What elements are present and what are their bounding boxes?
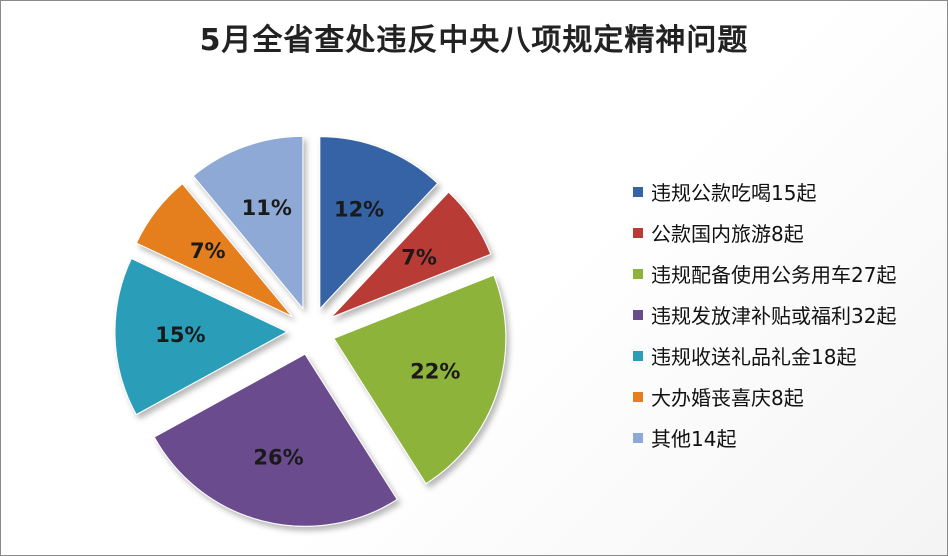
legend-swatch-0 xyxy=(633,186,643,197)
legend-item-0: 违规公款吃喝15起 xyxy=(633,171,896,212)
legend-swatch-5 xyxy=(633,391,643,402)
legend-label-6: 其他14起 xyxy=(651,427,737,451)
legend-item-4: 违规收送礼品礼金18起 xyxy=(633,335,896,376)
legend-item-2: 违规配备使用公务用车27起 xyxy=(633,253,896,294)
legend: 违规公款吃喝15起 公款国内旅游8起违规配备使用公务用车27起 违规发放津补贴或福利… xyxy=(633,171,896,458)
legend-label-3: 违规发放津补贴或福利32起 xyxy=(651,304,897,328)
legend-label-2: 违规配备使用公务用车27起 xyxy=(651,263,897,287)
legend-item-3: 违规发放津补贴或福利32起 xyxy=(633,294,896,335)
pie-slice-label-1: 7% xyxy=(401,246,437,270)
legend-label-4: 违规收送礼品礼金18起 xyxy=(651,345,857,369)
pie-slice-label-5: 7% xyxy=(190,239,226,263)
legend-swatch-6 xyxy=(633,432,643,443)
pie-slice-1 xyxy=(330,191,492,318)
pie-slice-0 xyxy=(319,136,439,310)
pie-slice-label-2: 22% xyxy=(410,359,460,383)
pie-slice-label-3: 26% xyxy=(253,446,303,470)
legend-item-6: 其他14起 xyxy=(633,417,896,458)
pie-slice-label-4: 15% xyxy=(155,323,205,347)
pie-slice-2 xyxy=(333,274,507,485)
pie-slice-6 xyxy=(192,135,304,310)
legend-label-0: 违规公款吃喝15起 xyxy=(651,181,817,205)
legend-label-5: 大办婚丧喜庆8起 xyxy=(651,386,804,410)
pie-slice-label-6: 11% xyxy=(242,196,292,220)
pie-slice-3 xyxy=(153,353,398,527)
chart-title: 5月全省查处违反中央八项规定精神问题 xyxy=(199,23,749,58)
pie-slice-4 xyxy=(114,257,289,416)
legend-swatch-3 xyxy=(633,309,643,320)
legend-label-1: 公款国内旅游8起 xyxy=(651,222,804,246)
pie-slice-label-0: 12% xyxy=(334,198,384,222)
legend-item-5: 大办婚丧喜庆8起 xyxy=(633,376,896,417)
legend-swatch-4 xyxy=(633,350,643,361)
legend-swatch-1 xyxy=(633,227,643,238)
pie-slice-5 xyxy=(135,183,293,317)
legend-swatch-2 xyxy=(633,268,643,279)
legend-item-1: 公款国内旅游8起 xyxy=(633,212,896,253)
